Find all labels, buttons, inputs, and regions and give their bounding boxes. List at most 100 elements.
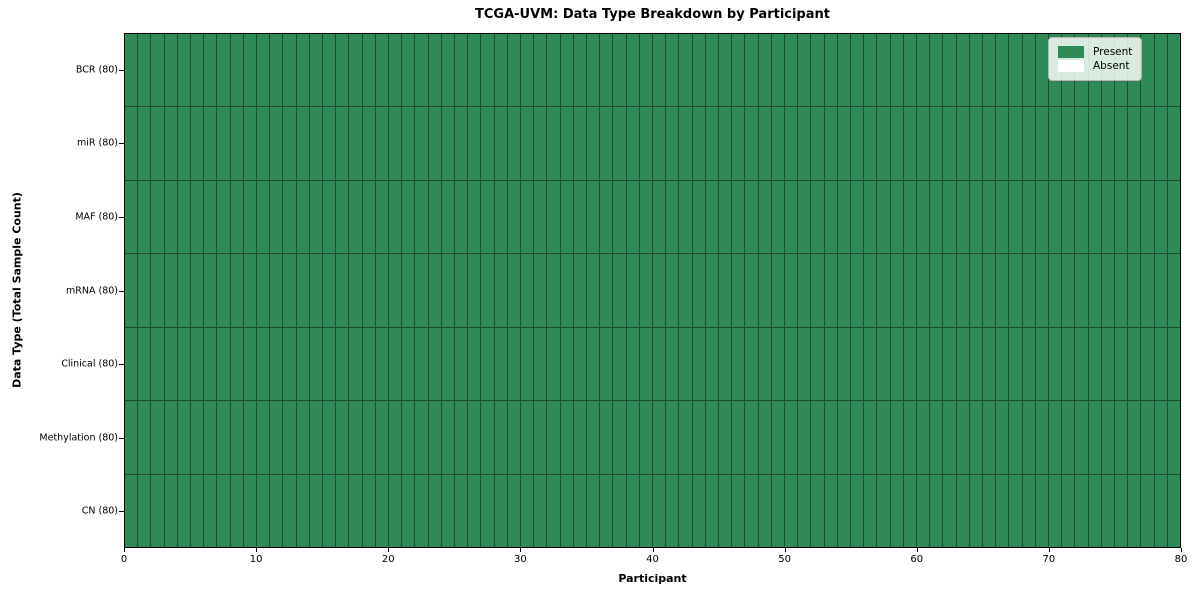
heatmap-cell	[494, 180, 507, 254]
heatmap-cell	[1009, 107, 1022, 180]
heatmap-cell	[217, 474, 230, 547]
heatmap-cell	[177, 401, 190, 474]
heatmap-cell	[309, 327, 322, 401]
heatmap-cell	[138, 107, 151, 180]
heatmap-cell	[864, 401, 877, 474]
heatmap-cell	[850, 474, 864, 547]
x-tick-label: 50	[778, 554, 791, 565]
heatmap-cell	[600, 327, 613, 401]
heatmap-cell	[283, 327, 296, 401]
heatmap-cell	[283, 474, 296, 547]
heatmap-cell	[824, 34, 837, 107]
x-tick-mark	[784, 548, 786, 552]
heatmap-cell	[204, 401, 217, 474]
plot-area	[124, 33, 1181, 548]
heatmap-cell	[586, 34, 600, 107]
heatmap-cell	[798, 327, 811, 401]
heatmap-cell	[217, 254, 230, 327]
x-tick-label: 70	[1042, 554, 1056, 565]
heatmap-cell	[626, 327, 639, 401]
heatmap-cell	[969, 327, 982, 401]
heatmap-cell	[230, 34, 243, 107]
heatmap-cell	[560, 327, 573, 401]
heatmap-cell	[507, 474, 520, 547]
heatmap-cell	[190, 180, 204, 254]
heatmap-cell	[1035, 474, 1048, 547]
heatmap-cell	[903, 474, 916, 547]
heatmap-cell	[283, 401, 296, 474]
heatmap-cell	[1128, 401, 1141, 474]
heatmap-cell	[217, 107, 230, 180]
heatmap-cell	[692, 474, 705, 547]
heatmap-cell	[916, 254, 930, 327]
heatmap-cell	[798, 107, 811, 180]
heatmap-cell	[243, 327, 256, 401]
heatmap-cell	[666, 254, 679, 327]
heatmap-cell	[718, 327, 732, 401]
heatmap-cell	[1141, 401, 1154, 474]
heatmap-cell	[798, 474, 811, 547]
heatmap-cell	[916, 34, 930, 107]
heatmap-cell	[811, 107, 824, 180]
heatmap-cell	[745, 254, 758, 327]
heatmap-cell	[296, 401, 309, 474]
heatmap-cell	[679, 180, 692, 254]
heatmap-cell	[1035, 107, 1048, 180]
heatmap-cell	[481, 474, 494, 547]
heatmap-cell	[1101, 180, 1114, 254]
chart-title: TCGA-UVM: Data Type Breakdown by Partici…	[475, 7, 830, 22]
heatmap-cell	[956, 327, 969, 401]
heatmap-cell	[349, 401, 362, 474]
heatmap-cell	[375, 107, 388, 180]
heatmap-cell	[151, 474, 164, 547]
heatmap-cell	[1154, 254, 1167, 327]
heatmap-cell	[1022, 107, 1035, 180]
heatmap-cell	[1167, 34, 1180, 107]
heatmap-cell	[996, 107, 1009, 180]
heatmap-cell	[349, 474, 362, 547]
heatmap-cell	[125, 254, 138, 327]
heatmap-cell	[982, 474, 996, 547]
heatmap-cell	[1075, 254, 1088, 327]
heatmap-cell	[375, 327, 388, 401]
heatmap-cell	[190, 327, 204, 401]
heatmap-cell	[1167, 474, 1180, 547]
heatmap-cell	[996, 474, 1009, 547]
heatmap-cell	[1114, 401, 1128, 474]
heatmap-cell	[164, 34, 177, 107]
heatmap-cell	[534, 327, 547, 401]
heatmap-cell	[336, 254, 349, 327]
y-tick-mark	[119, 437, 124, 439]
heatmap-cell	[481, 107, 494, 180]
heatmap-cell	[639, 254, 652, 327]
heatmap-cell	[652, 401, 666, 474]
heatmap-cell	[613, 401, 626, 474]
heatmap-cell	[243, 401, 256, 474]
heatmap-cell	[375, 401, 388, 474]
heatmap-cell	[309, 474, 322, 547]
legend: Present Absent	[1048, 37, 1143, 81]
heatmap-cell	[1167, 180, 1180, 254]
heatmap-cell	[507, 327, 520, 401]
heatmap-cell	[1154, 327, 1167, 401]
heatmap-cell	[454, 34, 468, 107]
heatmap-cell	[402, 180, 415, 254]
heatmap-cell	[494, 401, 507, 474]
heatmap-cell	[824, 180, 837, 254]
heatmap-cell	[639, 327, 652, 401]
heatmap-cell	[415, 107, 428, 180]
heatmap-cell	[864, 180, 877, 254]
heatmap-cell	[890, 34, 903, 107]
legend-label: Present	[1093, 46, 1133, 58]
heatmap-cell	[600, 254, 613, 327]
heatmap-cell	[996, 34, 1009, 107]
heatmap-cell	[600, 474, 613, 547]
heatmap-cell	[969, 180, 982, 254]
heatmap-cell	[718, 107, 732, 180]
heatmap-cell	[454, 254, 468, 327]
heatmap-cell	[1035, 254, 1048, 327]
heatmap-cell	[626, 107, 639, 180]
heatmap-cell	[547, 474, 560, 547]
heatmap-cell	[837, 180, 850, 254]
heatmap-cell	[771, 327, 784, 401]
